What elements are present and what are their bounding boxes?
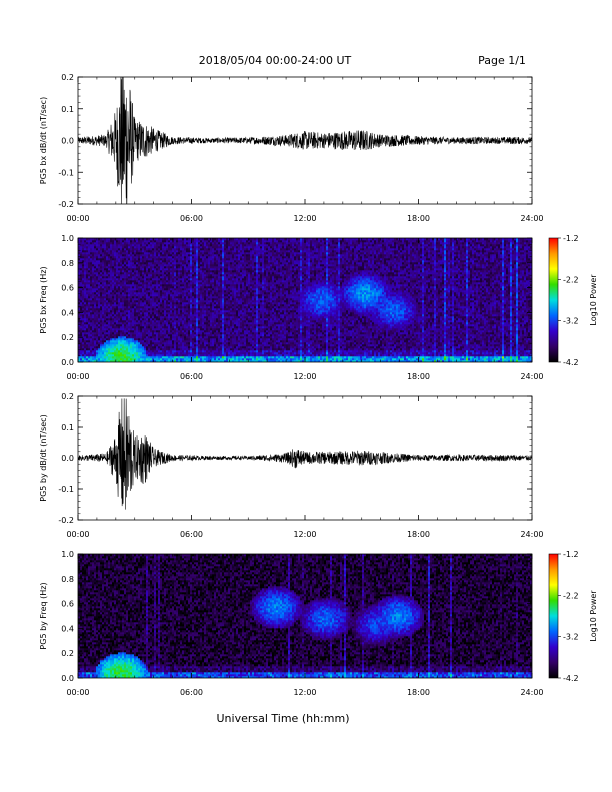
x-tick-label: 00:00 xyxy=(66,214,89,223)
y-tick-label: 0.0 xyxy=(61,454,74,463)
x-tick-label: 18:00 xyxy=(407,214,430,223)
y-tick-label: 0.8 xyxy=(61,575,74,584)
x-tick-label: 18:00 xyxy=(407,530,430,539)
y-tick-label: 0.6 xyxy=(61,284,74,293)
colorbar-scale xyxy=(548,237,559,363)
y-tick-label: -0.1 xyxy=(58,168,74,177)
x-tick-label: 18:00 xyxy=(407,688,430,697)
y-axis-title: PG5 bx Freq (Hz) xyxy=(39,266,48,333)
colorbar-tick-label: -4.2 xyxy=(563,674,579,683)
colorbar-tick-label: -2.2 xyxy=(563,591,579,600)
y-tick-label: 0.0 xyxy=(61,137,74,146)
header-title: 2018/05/04 00:00-24:00 UT xyxy=(199,54,352,67)
colorbar-tick-label: -4.2 xyxy=(563,358,579,367)
y-axis-title: PG5 bx dB/dt (nT/sec) xyxy=(39,97,48,184)
panel-by-dbdt: 00:00 06:00 12:00 18:00 24:00 -0.2 -0.1 0.0 0.1 0… xyxy=(39,392,544,539)
header-page: Page 1/1 xyxy=(478,54,526,67)
colorbar-scale xyxy=(548,553,559,679)
colorbar-by: -1.2 -2.2 -3.2 -4.2 Log10 Power xyxy=(548,550,598,683)
panel-bx-dbdt: 00:00 06:00 12:00 18:00 24:00 -0.2 -0.1 0.0 0.1 0… xyxy=(39,73,544,223)
spectrogram xyxy=(78,238,532,362)
x-tick-label: 12:00 xyxy=(293,688,316,697)
y-tick-label: 0.2 xyxy=(61,649,74,658)
x-tick-label: 00:00 xyxy=(66,530,89,539)
x-tick-label: 24:00 xyxy=(520,372,543,381)
y-tick-label: -0.1 xyxy=(58,485,74,494)
y-tick-label: 0.0 xyxy=(61,674,74,683)
waveform xyxy=(78,77,532,204)
x-tick-label: 06:00 xyxy=(180,688,203,697)
colorbar-tick-label: -1.2 xyxy=(563,234,579,243)
y-tick-label: 0.1 xyxy=(61,423,74,432)
spectrogram xyxy=(78,554,532,678)
colorbar-title: Log10 Power xyxy=(589,590,598,642)
y-axis-title: PG5 by Freq (Hz) xyxy=(39,582,48,649)
x-tick-label: 06:00 xyxy=(180,372,203,381)
series-line xyxy=(78,77,532,204)
panel-bx-freq: 00:00 06:00 12:00 18:00 24:00 0.0 0.2 0.4 0.6 0.8… xyxy=(39,234,544,381)
y-tick-label: -0.2 xyxy=(58,516,74,525)
colorbar-bx: -1.2 -2.2 -3.2 -4.2 Log10 Power xyxy=(548,234,598,367)
x-tick-label: 06:00 xyxy=(180,530,203,539)
y-tick-label: 0.1 xyxy=(61,105,74,114)
x-tick-label: 18:00 xyxy=(407,372,430,381)
series-line xyxy=(78,398,532,510)
x-axis-title: Universal Time (hh:mm) xyxy=(217,712,350,725)
y-tick-label: 0.4 xyxy=(61,308,74,317)
panel-by-freq: 00:00 06:00 12:00 18:00 24:00 0.0 0.2 0.4 0.6 0.8… xyxy=(39,550,544,697)
y-tick-label: 1.0 xyxy=(61,234,74,243)
x-tick-label: 12:00 xyxy=(293,530,316,539)
x-tick-label: 00:00 xyxy=(66,688,89,697)
y-tick-label: 1.0 xyxy=(61,550,74,559)
y-tick-label: 0.2 xyxy=(61,73,74,82)
colorbar-tick-label: -1.2 xyxy=(563,550,579,559)
y-tick-label: 0.0 xyxy=(61,358,74,367)
colorbar-tick-label: -2.2 xyxy=(563,275,579,284)
x-tick-label: 00:00 xyxy=(66,372,89,381)
y-tick-label: 0.8 xyxy=(61,259,74,268)
x-tick-label: 06:00 xyxy=(180,214,203,223)
colorbar-tick-label: -3.2 xyxy=(563,633,579,642)
y-tick-label: 0.4 xyxy=(61,624,74,633)
x-tick-label: 24:00 xyxy=(520,214,543,223)
x-tick-label: 12:00 xyxy=(293,372,316,381)
x-tick-label: 24:00 xyxy=(520,530,543,539)
y-tick-label: 0.6 xyxy=(61,600,74,609)
x-tick-label: 12:00 xyxy=(293,214,316,223)
y-tick-label: 0.2 xyxy=(61,333,74,342)
colorbar-tick-label: -3.2 xyxy=(563,317,579,326)
x-tick-label: 24:00 xyxy=(520,688,543,697)
y-axis-title: PG5 by dB/dt (nT/sec) xyxy=(39,414,48,501)
y-tick-label: -0.2 xyxy=(58,200,74,209)
waveform xyxy=(78,398,532,510)
y-tick-label: 0.2 xyxy=(61,392,74,401)
colorbar-title: Log10 Power xyxy=(589,274,598,326)
